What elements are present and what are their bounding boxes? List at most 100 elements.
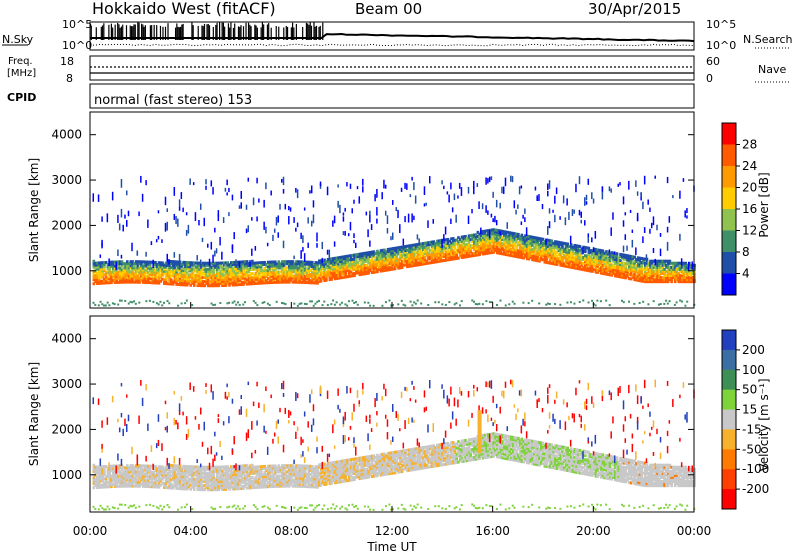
power-cell [113, 266, 117, 270]
power-cell [645, 278, 649, 282]
power-cell [185, 261, 189, 265]
power-cell [333, 303, 336, 306]
velocity-cell [115, 482, 119, 486]
power-cell [642, 261, 645, 265]
power-cell [328, 276, 332, 280]
power-cell [244, 270, 247, 274]
power-cell [575, 266, 578, 270]
power-cell [397, 266, 400, 270]
power-cell [617, 258, 621, 262]
velocity-cell [113, 478, 117, 482]
power-cell [402, 238, 405, 246]
power-cell [141, 270, 145, 274]
power-cell [473, 300, 476, 303]
power-cell [414, 259, 418, 263]
velocity-cell [222, 471, 226, 475]
power-cell [559, 243, 562, 247]
power-cell [635, 266, 638, 270]
power-cell [557, 246, 561, 250]
power-cell [492, 191, 494, 198]
velocity-cell [113, 480, 117, 484]
power-cell [236, 270, 240, 274]
power-cell [636, 256, 640, 260]
power-cell [125, 260, 129, 264]
power-cell [381, 252, 385, 256]
power-cell [349, 270, 353, 274]
power-cell [524, 248, 527, 252]
power-cell [612, 267, 615, 271]
power-cell [184, 275, 187, 279]
power-cell [349, 262, 353, 266]
power-cell [631, 263, 635, 267]
velocity-cell [173, 482, 177, 486]
power-cell [404, 182, 406, 189]
power-cell [414, 302, 417, 305]
power-cell [268, 281, 272, 285]
velocity-cell [162, 475, 166, 479]
power-cell [270, 264, 274, 268]
power-cell [203, 284, 207, 288]
power-cell [504, 238, 508, 242]
velocity-cell [164, 479, 168, 483]
power-cell [636, 258, 640, 262]
velocity-cell [194, 477, 198, 481]
power-cell [520, 233, 524, 237]
power-cell [164, 263, 168, 267]
power-cell [413, 263, 416, 267]
power-cell [640, 279, 643, 283]
power-cell [434, 246, 437, 250]
power-cell [444, 226, 447, 235]
power-cell [332, 257, 335, 261]
velocity-cell [118, 427, 121, 433]
power-cell [254, 267, 258, 271]
power-cell [566, 260, 570, 264]
velocity-cell [192, 481, 196, 485]
power-cell [451, 237, 455, 241]
power-cell [198, 284, 201, 288]
power-cell [96, 275, 99, 279]
power-cell [332, 271, 335, 275]
power-cell [439, 245, 443, 249]
power-cell [675, 269, 679, 273]
velocity-cell [203, 488, 207, 492]
power-cell [133, 266, 136, 270]
power-cell [404, 255, 407, 259]
power-cell [511, 233, 515, 237]
power-cell [487, 241, 490, 245]
power-cell [203, 276, 207, 280]
power-cell [402, 253, 406, 257]
power-cell [395, 246, 399, 250]
power-cell [467, 248, 471, 252]
power-cell [582, 268, 585, 272]
power-cell [599, 257, 603, 261]
power-cell [131, 278, 134, 282]
power-cell [613, 255, 617, 259]
power-cell [312, 265, 316, 269]
velocity-cell [120, 472, 124, 476]
power-cell [520, 256, 524, 260]
power-cell [451, 241, 455, 245]
power-cell [245, 272, 249, 276]
power-cell [124, 262, 127, 266]
power-cell [120, 276, 124, 280]
velocity-cell [117, 470, 120, 474]
velocity-cell [168, 470, 171, 474]
power-cell [404, 245, 407, 249]
power-cell [131, 280, 134, 284]
power-cell [199, 284, 203, 288]
power-cell [628, 268, 631, 272]
power-cell [474, 303, 477, 306]
power-cell [157, 235, 160, 240]
power-cell [120, 299, 123, 302]
power-cell [458, 246, 462, 250]
velocity-cell [103, 508, 106, 511]
power-cell [488, 247, 492, 251]
power-cell [111, 264, 115, 268]
power-cell [608, 252, 612, 256]
power-cell [231, 271, 235, 275]
power-cell [566, 263, 570, 267]
power-cell [437, 249, 441, 253]
power-cell [693, 263, 696, 267]
power-cell [319, 273, 323, 277]
velocity-cell [208, 475, 212, 479]
